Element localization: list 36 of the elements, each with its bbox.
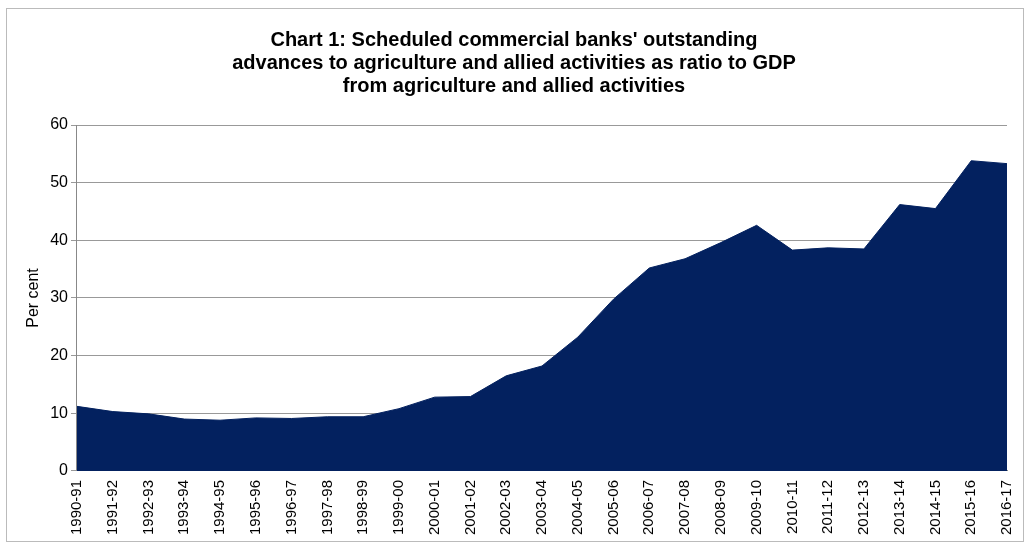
y-tick-label: 60 [50, 115, 69, 133]
x-tick-label: 2014-15 [925, 479, 943, 536]
chart-title: Chart 1: Scheduled commercial banks' outstanding advances to agriculture and allied activities as ratio to GDP from agriculture and allied activities [231, 28, 797, 97]
y-axis-title: Per cent [24, 267, 42, 328]
x-tick-label: 1998-99 [353, 479, 371, 536]
x-tick-label: 2008-09 [710, 479, 728, 536]
x-tick-label: 2000-01 [424, 479, 442, 536]
x-tick-label: 1993-94 [174, 479, 192, 536]
x-tick-label: 2015-16 [961, 479, 979, 536]
x-tick-label: 1999-00 [389, 479, 407, 536]
x-tick-label: 2002-03 [496, 479, 514, 536]
x-tick-label: 2009-10 [746, 479, 764, 536]
x-tick-label: 2001-02 [460, 479, 478, 536]
x-tick-label: 2016-17 [997, 479, 1015, 536]
y-tick-label: 50 [50, 173, 69, 191]
x-tick-label: 1990-91 [67, 479, 85, 536]
x-tick-label: 2003-04 [532, 479, 550, 536]
x-tick-label: 1991-92 [102, 479, 120, 536]
x-tick-label: 1994-95 [210, 479, 228, 536]
x-tick-label: 2010-11 [782, 479, 800, 534]
x-tick-label: 2012-13 [854, 479, 872, 536]
x-tick-label: 2011-12 [818, 479, 836, 534]
x-tick-label: 1997-98 [317, 479, 335, 536]
x-tick-label: 1992-93 [138, 479, 156, 536]
x-tick-label: 2007-08 [675, 479, 693, 536]
y-tick-label: 20 [50, 346, 69, 364]
y-tick-label: 0 [59, 461, 69, 479]
x-tick-label: 2004-05 [567, 479, 585, 536]
x-tick-label: 1996-97 [281, 479, 299, 536]
x-tick-label: 1995-96 [245, 479, 263, 536]
y-tick-label: 10 [50, 403, 69, 421]
x-tick-label: 2013-14 [889, 479, 907, 536]
x-tick-label: 2005-06 [603, 479, 621, 536]
y-tick-label: 40 [50, 230, 69, 248]
y-tick-label: 30 [50, 288, 69, 306]
x-tick-label: 2006-07 [639, 479, 657, 536]
